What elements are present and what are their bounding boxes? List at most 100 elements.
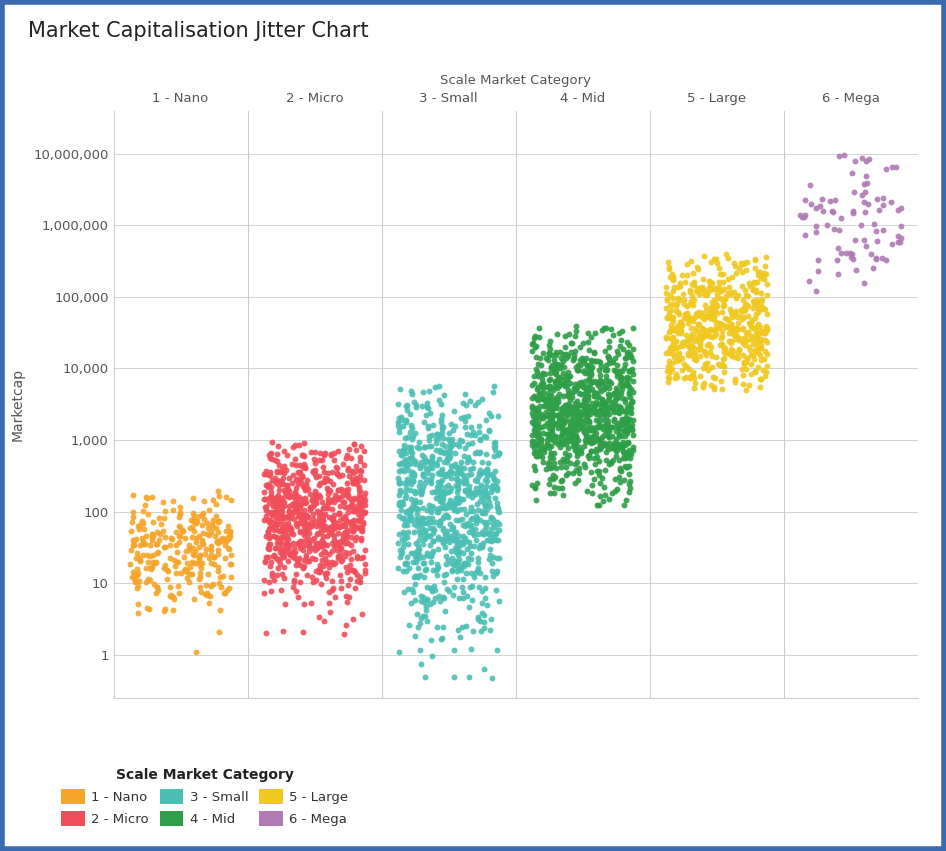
Point xyxy=(433,464,448,477)
Point xyxy=(455,546,470,560)
Point xyxy=(263,528,278,542)
Point xyxy=(540,391,555,405)
Point xyxy=(890,203,905,217)
Point xyxy=(580,359,595,373)
Point xyxy=(143,538,158,551)
Point xyxy=(270,465,285,478)
Point xyxy=(623,406,639,420)
Point xyxy=(605,356,621,369)
Point xyxy=(620,426,635,440)
Point xyxy=(452,503,467,517)
Point xyxy=(597,407,612,420)
Point xyxy=(269,506,284,520)
Point xyxy=(392,411,407,425)
Point xyxy=(311,517,326,530)
Point xyxy=(573,375,588,389)
Point xyxy=(437,455,452,469)
Point xyxy=(578,384,593,397)
Point xyxy=(273,530,289,544)
Point xyxy=(591,431,606,445)
Point xyxy=(603,442,618,455)
Point xyxy=(307,452,322,465)
Point xyxy=(739,326,754,340)
Point xyxy=(587,422,602,436)
Point xyxy=(486,437,501,450)
Point xyxy=(285,580,300,594)
Point xyxy=(423,633,438,647)
Point xyxy=(622,412,637,426)
Point xyxy=(661,262,676,276)
Point xyxy=(724,346,739,359)
Point xyxy=(329,492,344,505)
Point xyxy=(285,457,300,471)
Point xyxy=(478,487,493,500)
Point xyxy=(457,387,472,401)
Point xyxy=(752,266,767,279)
Point xyxy=(392,496,407,510)
Point xyxy=(281,505,296,518)
Point xyxy=(256,485,272,499)
Point xyxy=(308,538,324,551)
Point xyxy=(571,379,587,392)
Point xyxy=(601,356,616,369)
Point xyxy=(340,596,355,609)
Point xyxy=(580,380,595,394)
Point xyxy=(710,300,725,313)
Point xyxy=(459,557,474,570)
Point xyxy=(694,281,710,294)
Point xyxy=(353,463,368,477)
Point xyxy=(559,407,574,420)
Point xyxy=(597,382,612,396)
Point xyxy=(123,543,138,557)
Point xyxy=(595,439,610,453)
Point xyxy=(267,514,282,528)
Point xyxy=(622,364,637,378)
Point xyxy=(308,536,324,550)
Point xyxy=(401,431,416,444)
Point xyxy=(333,540,348,554)
Point xyxy=(472,446,487,460)
Point xyxy=(335,533,350,546)
Point xyxy=(673,294,688,307)
Point xyxy=(621,346,636,359)
Point xyxy=(558,407,573,420)
Point xyxy=(753,353,768,367)
Point xyxy=(442,535,457,549)
Point xyxy=(172,521,187,534)
Point xyxy=(574,351,589,364)
Point xyxy=(412,542,427,556)
Point xyxy=(343,552,359,566)
Point xyxy=(288,487,303,500)
Point xyxy=(546,383,561,397)
Point xyxy=(540,393,555,407)
Point xyxy=(287,489,302,503)
Point xyxy=(569,380,585,394)
Point xyxy=(612,430,627,443)
Point xyxy=(288,486,303,500)
Point xyxy=(439,509,454,523)
Point xyxy=(739,263,754,277)
Point xyxy=(741,326,756,340)
Point xyxy=(463,539,478,552)
Point xyxy=(617,437,632,451)
Point xyxy=(759,250,774,264)
Point xyxy=(590,404,605,418)
Point xyxy=(315,534,330,547)
Point xyxy=(139,574,154,588)
Point xyxy=(353,496,368,510)
Point xyxy=(684,347,699,361)
Point xyxy=(482,623,498,637)
Point xyxy=(291,509,307,523)
Point xyxy=(272,475,288,488)
Point xyxy=(148,556,163,569)
Point xyxy=(570,473,586,487)
Point xyxy=(337,529,352,543)
Point xyxy=(275,530,290,544)
Point xyxy=(532,386,547,400)
Point xyxy=(135,504,150,517)
Point xyxy=(593,443,608,456)
Point xyxy=(287,575,302,589)
Point xyxy=(530,403,545,417)
Point xyxy=(435,485,450,499)
Point xyxy=(591,389,606,403)
